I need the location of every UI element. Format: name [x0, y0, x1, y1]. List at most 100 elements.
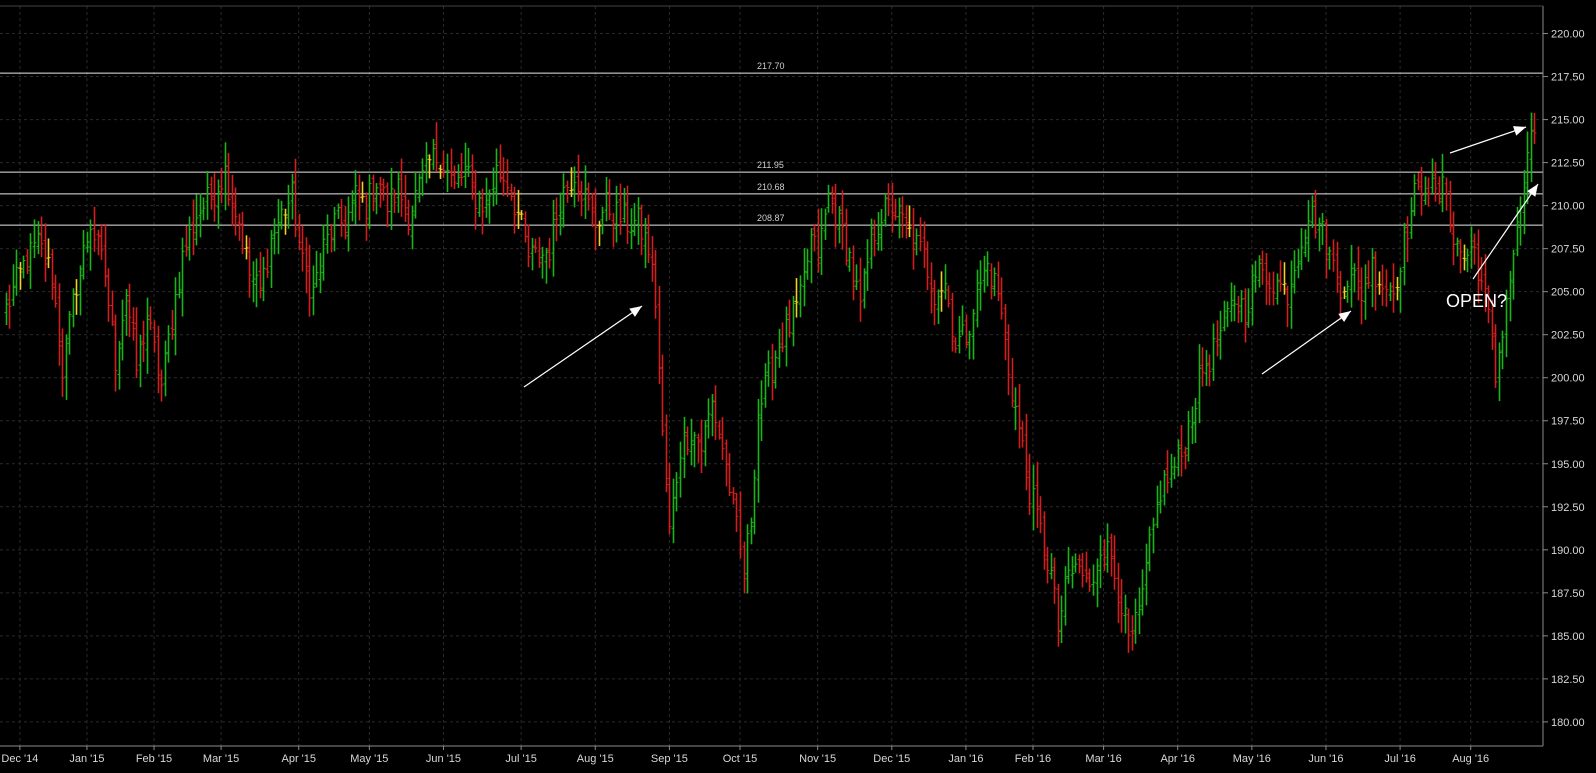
price-tick-label: 202.50: [1551, 330, 1585, 342]
ohlc-bar: [890, 182, 895, 233]
ohlc-bar: [530, 237, 535, 271]
ohlc-bar: [724, 439, 729, 487]
arrow-annotation: [523, 305, 643, 388]
ohlc-bar: [879, 209, 884, 251]
ohlc-bar: [180, 237, 185, 317]
ohlc-bar: [1049, 553, 1054, 580]
ohlc-bar: [773, 350, 778, 389]
ohlc-bar: [837, 206, 842, 244]
ohlc-bar: [657, 285, 662, 385]
ohlc-bar: [883, 193, 888, 227]
ohlc-bar: [685, 426, 690, 456]
ohlc-bar: [1532, 112, 1537, 144]
ohlc-bar: [223, 142, 228, 211]
ohlc-bar: [607, 179, 612, 221]
ohlc-bar: [1200, 347, 1205, 387]
ohlc-bar: [290, 173, 295, 220]
ohlc-bar: [247, 237, 252, 298]
price-tick-label: 187.50: [1551, 588, 1585, 600]
ohlc-bar: [1035, 461, 1040, 528]
ohlc-bar: [297, 213, 302, 251]
ohlc-bar: [473, 169, 478, 230]
ohlc-bar: [117, 340, 122, 390]
ohlc-bar: [516, 189, 521, 229]
time-tick-label: Oct '15: [723, 753, 758, 765]
ohlc-bar: [692, 431, 697, 468]
ohlc-bar: [600, 206, 605, 235]
ohlc-bar: [501, 157, 506, 197]
ohlc-bar: [1324, 219, 1329, 279]
ohlc-bar: [1151, 517, 1156, 554]
ohlc-bar: [353, 170, 358, 225]
time-tick-label: Jun '15: [426, 753, 461, 765]
ohlc-bar: [491, 167, 496, 207]
price-tick-label: 197.50: [1551, 416, 1585, 428]
ohlc-bar: [1232, 285, 1237, 322]
ohlc-bar: [1190, 406, 1195, 444]
ohlc-bar: [1080, 552, 1085, 588]
ohlc-bar: [1310, 195, 1315, 228]
ohlc-bar: [110, 290, 115, 326]
ohlc-bar: [696, 433, 701, 463]
ohlc-bar: [1246, 288, 1251, 328]
ohlc-bar: [4, 292, 9, 326]
ohlc-bar: [21, 255, 26, 279]
ohlc-bar: [1282, 262, 1287, 295]
ohlc-bar: [554, 197, 559, 242]
ohlc-bar: [791, 295, 796, 347]
ohlc-bar: [682, 416, 687, 479]
ohlc-bar: [914, 228, 919, 256]
ohlc-bar: [982, 255, 987, 293]
ohlc-bar: [565, 180, 570, 203]
ohlc-bar: [1493, 324, 1498, 388]
ohlc-bar: [276, 199, 281, 255]
ohlc-bar: [92, 206, 97, 252]
ohlc-bar: [304, 237, 309, 294]
ohlc-bar: [967, 330, 972, 360]
ohlc-bar: [1483, 254, 1488, 312]
ohlc-bar: [1027, 453, 1032, 515]
ohlc-bar: [1412, 174, 1417, 217]
ohlc-bar: [953, 337, 958, 353]
ohlc-bar: [745, 524, 750, 594]
price-tick-label: 190.00: [1551, 545, 1585, 557]
ohlc-bar: [886, 183, 891, 217]
ohlc-bar: [1024, 413, 1029, 491]
ohlc-bar: [1003, 303, 1008, 361]
ohlc-bar: [537, 237, 542, 268]
ohlc-bar: [1119, 579, 1124, 633]
ohlc-bar: [586, 182, 591, 211]
ohlc-bar: [1144, 543, 1149, 606]
ohlc-bar: [1087, 568, 1092, 592]
price-tick-label: 220.00: [1551, 29, 1585, 41]
price-tick-label: 200.00: [1551, 373, 1585, 385]
ohlc-bar: [18, 261, 23, 290]
ohlc-bar: [1084, 551, 1089, 583]
time-tick-label: Apr '16: [1160, 753, 1195, 765]
ohlc-bar: [1091, 564, 1096, 596]
ohlc-bar: [1133, 598, 1138, 644]
ohlc-bar: [431, 138, 436, 171]
arrow-head: [1513, 126, 1526, 136]
ohlc-bar: [209, 176, 214, 210]
ohlc-bar: [1391, 263, 1396, 313]
ohlc-bar: [325, 214, 330, 254]
ohlc-bar: [1243, 288, 1248, 343]
ohlc-bar: [639, 204, 644, 255]
ohlc-bar: [749, 517, 754, 545]
ohlc-bar: [14, 249, 19, 296]
ohlc-bar: [1183, 446, 1188, 470]
ohlc-bar: [611, 212, 616, 248]
ohlc-bar: [1395, 276, 1400, 301]
ohlc-bar: [1271, 271, 1276, 306]
ohlc-bar: [141, 320, 146, 362]
price-tick-label: 205.00: [1551, 287, 1585, 299]
ohlc-bar: [1260, 250, 1265, 285]
ohlc-bar: [413, 172, 418, 219]
ohlc-bar: [441, 150, 446, 178]
ohlc-bar: [1303, 229, 1308, 258]
ohlc-bar: [456, 164, 461, 188]
ohlc-bar: [1292, 250, 1297, 294]
ohlc-bar: [1342, 286, 1347, 300]
ohlc-bar: [1352, 263, 1357, 293]
